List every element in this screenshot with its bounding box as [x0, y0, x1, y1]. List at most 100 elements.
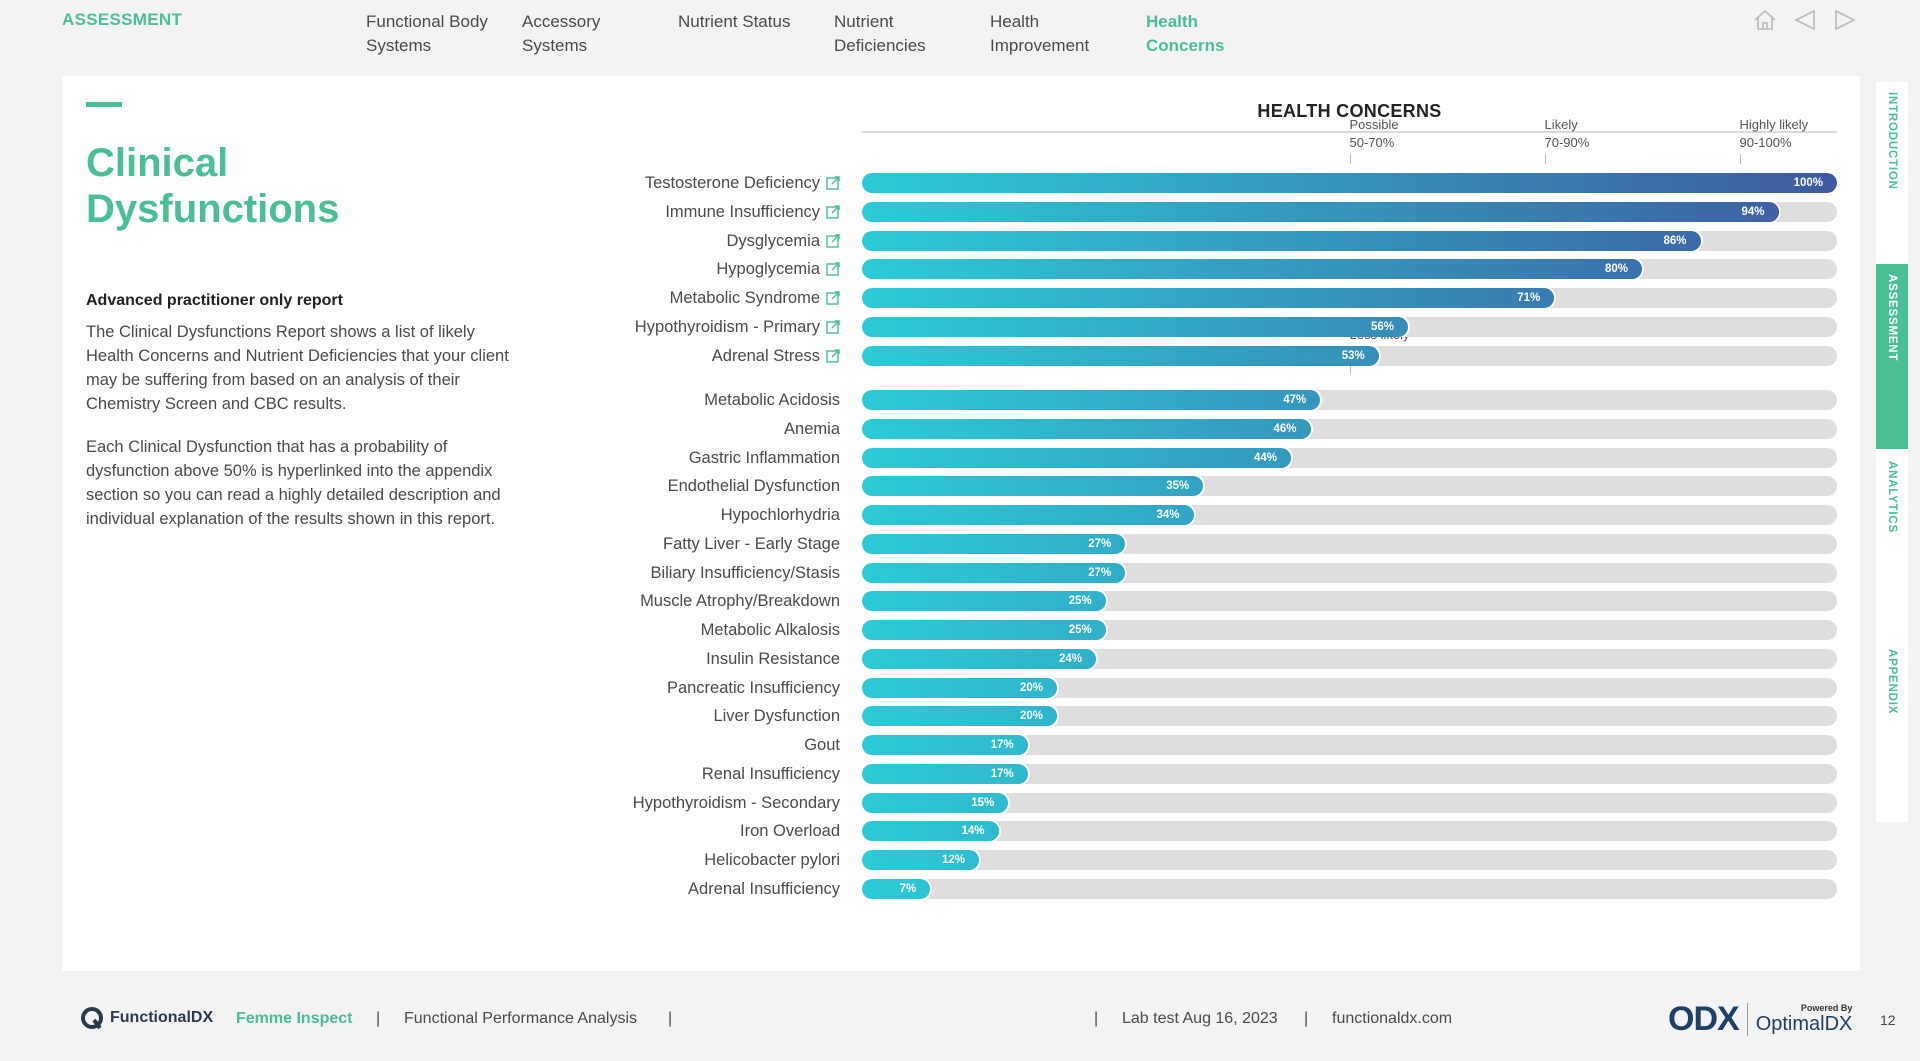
bar-track: 24% [862, 648, 1837, 669]
chart-row: Testosterone Deficiency 100% [62, 172, 1860, 194]
concern-name: Biliary Insufficiency/Stasis [650, 563, 840, 582]
nav-tab-nutrient-status[interactable]: Nutrient Status [678, 12, 791, 31]
optimaldx-name: OptimalDX [1755, 1013, 1853, 1035]
side-tab-label: ASSESSMENT [1886, 274, 1898, 362]
bar-value-label: 7% [899, 882, 917, 895]
bar-value-label: 71% [1517, 292, 1541, 304]
bar-fill: 35% [862, 476, 1204, 497]
chart-row: Muscle Atrophy/Breakdown 25% [62, 590, 1860, 612]
bar-value-label: 14% [961, 825, 985, 838]
external-link-icon[interactable] [826, 205, 840, 219]
concern-label: Insulin Resistance [706, 649, 840, 669]
concern-label: Hypothyroidism - Secondary [633, 793, 840, 813]
bar-track: 20% [862, 706, 1837, 727]
bar-fill: 53% [862, 345, 1379, 366]
chart-row: Adrenal Stress 53% [62, 345, 1860, 367]
chart-row: Helicobacter pylori 12% [62, 849, 1860, 871]
bar-track: 100% [862, 173, 1837, 193]
home-icon[interactable] [1752, 8, 1778, 32]
bar-fill: 44% [862, 447, 1291, 468]
concern-name: Renal Insufficiency [701, 764, 840, 783]
bar-fill: 27% [862, 562, 1126, 583]
concern-name: Adrenal Stress [711, 346, 820, 365]
concern-name: Metabolic Syndrome [669, 289, 820, 307]
page-number: 12 [1880, 1012, 1896, 1028]
bar-value-label: 100% [1793, 177, 1823, 189]
bar-track: 44% [862, 447, 1837, 468]
bar-track: 80% [862, 259, 1837, 280]
threshold-range: 70-90% [1544, 135, 1590, 150]
bar-track: 27% [862, 533, 1837, 554]
threshold-marker: Highly likely 90-100% [1739, 116, 1808, 164]
chart-row: Gout 17% [62, 734, 1860, 756]
concern-name: Endothelial Dysfunction [667, 477, 840, 496]
bar-fill: 100% [862, 173, 1837, 193]
concern-link[interactable]: Testosterone Deficiency [645, 173, 840, 193]
previous-arrow-icon[interactable] [1792, 8, 1818, 32]
external-link-icon[interactable] [826, 233, 840, 248]
bar-value-label: 27% [1088, 566, 1112, 579]
bar-fill: 56% [862, 316, 1408, 337]
bar-track: 7% [862, 878, 1837, 899]
nav-tab-functional-body-systems[interactable]: Functional Body Systems [366, 12, 488, 55]
threshold-tick [1349, 154, 1351, 164]
concern-label: Helicobacter pylori [704, 850, 840, 870]
bar-value-label: 34% [1156, 509, 1180, 521]
description-paragraph-1: The Clinical Dysfunctions Report shows a… [86, 323, 509, 413]
chart-row: Insulin Resistance 24% [62, 648, 1860, 670]
bar-fill: 25% [862, 591, 1106, 612]
concern-name: Gastric Inflammation [688, 448, 840, 467]
external-link-icon[interactable] [826, 348, 840, 363]
external-link-icon[interactable] [826, 176, 840, 190]
nav-icon-group [1752, 8, 1858, 32]
top-navigation: ASSESSMENT Functional Body Systems Acces… [0, 0, 1920, 70]
threshold-label: Possible [1349, 117, 1399, 132]
nav-tab-nutrient-deficiencies[interactable]: Nutrient Deficiencies [834, 12, 926, 55]
concern-link[interactable]: Immune Insufficiency [665, 202, 840, 222]
concern-link[interactable]: Metabolic Syndrome [670, 288, 840, 308]
website-link[interactable]: functionaldx.com [1332, 1010, 1453, 1027]
concern-name: Immune Insufficiency [665, 202, 820, 221]
bar-track: 47% [862, 390, 1837, 410]
external-link-icon[interactable] [826, 291, 840, 305]
concern-link[interactable]: Dysglycemia [726, 231, 840, 251]
side-tab-appendix[interactable]: APPENDIX [1876, 639, 1908, 822]
optimaldx-logo: ODX Powered By OptimalDX [1668, 1000, 1852, 1039]
nav-tab-health-improvement[interactable]: Health Improvement [990, 12, 1090, 55]
concern-name: Pancreatic Insufficiency [666, 678, 840, 697]
bar-value-label: 47% [1283, 394, 1307, 406]
threshold-tick [1739, 154, 1741, 164]
external-link-icon[interactable] [826, 320, 840, 334]
concern-link[interactable]: Adrenal Stress [712, 346, 840, 366]
concern-name: Hypochlorhydria [720, 506, 840, 524]
bar-fill: 7% [862, 878, 931, 899]
side-tab-introduction[interactable]: INTRODUCTION [1876, 82, 1908, 262]
next-arrow-icon[interactable] [1832, 8, 1858, 32]
bar-track: 12% [862, 850, 1837, 870]
concern-link[interactable]: Hypothyroidism - Primary [635, 317, 840, 337]
bar-track: 94% [862, 201, 1837, 222]
bar-track: 86% [862, 230, 1837, 251]
nav-tab-health-concerns[interactable]: Health Concerns [1146, 12, 1225, 55]
threshold-tick [1544, 154, 1546, 164]
bar-fill: 17% [862, 763, 1028, 784]
functionaldx-logo-icon [81, 1007, 103, 1030]
bar-track: 14% [862, 821, 1837, 842]
concern-name: Hypothyroidism - Secondary [632, 793, 840, 812]
concern-link[interactable]: Hypoglycemia [716, 259, 840, 279]
bar-track: 17% [862, 763, 1837, 784]
concern-label: Muscle Atrophy/Breakdown [640, 591, 840, 611]
powered-by-label: Powered By [1800, 1003, 1853, 1013]
chart-row: Renal Insufficiency 17% [62, 763, 1860, 785]
side-tab-assessment[interactable]: ASSESSMENT [1876, 264, 1908, 449]
nav-tab-accessory-systems[interactable]: Accessory Systems [522, 12, 601, 55]
concern-name: Hypoglycemia [716, 260, 820, 279]
functionaldx-logo: FunctionalDX [80, 1006, 213, 1030]
concern-label: Pancreatic Insufficiency [667, 678, 840, 698]
chart-row: Hypothyroidism - Secondary 15% [62, 792, 1860, 814]
concern-name: Adrenal Insufficiency [688, 879, 840, 898]
side-tab-analytics[interactable]: ANALYTICS [1876, 451, 1908, 637]
lab-test-date: Lab test Aug 16, 2023 [1122, 1010, 1278, 1027]
external-link-icon[interactable] [826, 262, 840, 276]
bar-fill: 47% [862, 390, 1321, 410]
